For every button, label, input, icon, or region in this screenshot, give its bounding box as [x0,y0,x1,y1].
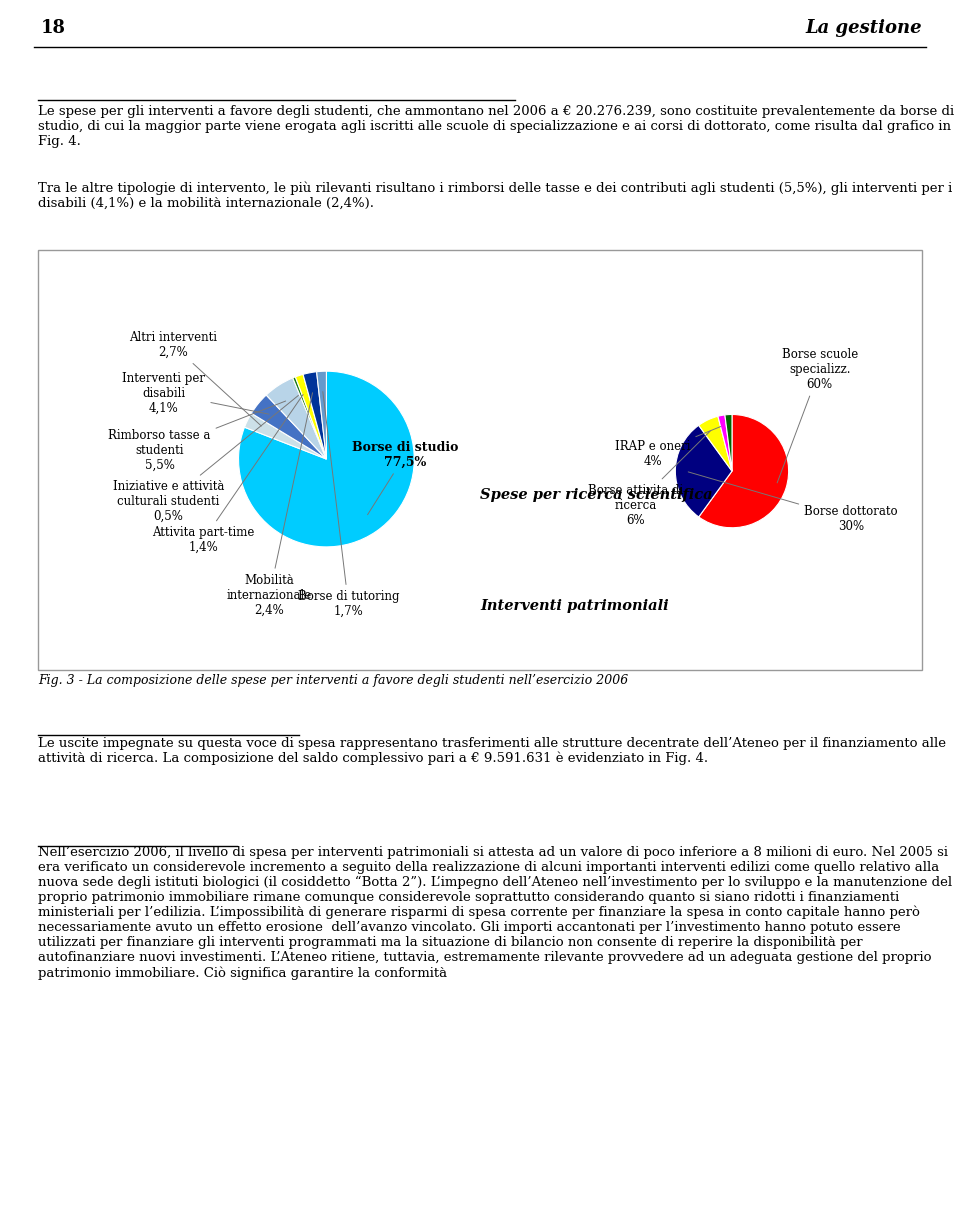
Text: Borse dottorato
30%: Borse dottorato 30% [688,472,898,533]
Text: Borse di tutoring
1,7%: Borse di tutoring 1,7% [298,391,399,618]
Text: Nell’esercizio 2006, il livello di spesa per interventi patrimoniali si attesta : Nell’esercizio 2006, il livello di spesa… [38,846,952,980]
Text: Le spese per gli interventi a favore degli studenti, che ammontano nel 2006 a € : Le spese per gli interventi a favore deg… [38,105,954,149]
Wedge shape [245,413,326,459]
Wedge shape [303,372,326,459]
Wedge shape [718,414,732,471]
Wedge shape [676,425,732,517]
Wedge shape [252,395,326,459]
Text: Borse scuole
specializz.
60%: Borse scuole specializz. 60% [778,348,858,483]
Wedge shape [293,377,326,459]
Text: Le uscite impegnate su questa voce di spesa rappresentano trasferimenti alle str: Le uscite impegnate su questa voce di sp… [38,737,947,766]
Text: Rimborso tasse a
studenti
5,5%: Rimborso tasse a studenti 5,5% [108,401,286,472]
Wedge shape [296,374,326,459]
Text: Altri interventi
2,7%: Altri interventi 2,7% [129,331,261,426]
Text: Borse attivita di
ricerca
6%: Borse attivita di ricerca 6% [588,431,710,527]
Text: Spese per ricerca scientifica: Spese per ricerca scientifica [480,488,712,503]
FancyBboxPatch shape [38,250,922,670]
Wedge shape [725,414,732,471]
Text: Mobilità
internazionale
2,4%: Mobilità internazionale 2,4% [227,393,313,617]
Text: Attivita part-time
1,4%: Attivita part-time 1,4% [153,395,303,553]
Text: Iniziative e attività
culturali studenti
0,5%: Iniziative e attività culturali studenti… [112,395,299,523]
Wedge shape [699,417,732,471]
Text: Borse di studio
77,5%: Borse di studio 77,5% [352,441,459,515]
Text: La gestione: La gestione [805,19,922,37]
Text: Fig. 3 - La composizione delle spese per interventi a favore degli studenti nell: Fig. 3 - La composizione delle spese per… [38,674,629,686]
Wedge shape [317,371,326,459]
Text: Interventi patrimoniali: Interventi patrimoniali [480,599,668,614]
Text: Tra le altre tipologie di intervento, le più rilevanti risultano i rimborsi dell: Tra le altre tipologie di intervento, le… [38,181,952,210]
Text: 18: 18 [40,19,65,37]
Wedge shape [238,371,415,547]
Wedge shape [699,414,788,528]
Wedge shape [266,378,326,459]
Text: IRAP e oneri
4%: IRAP e oneri 4% [615,426,721,469]
Text: Interventi per
disabili
4,1%: Interventi per disabili 4,1% [122,372,269,414]
